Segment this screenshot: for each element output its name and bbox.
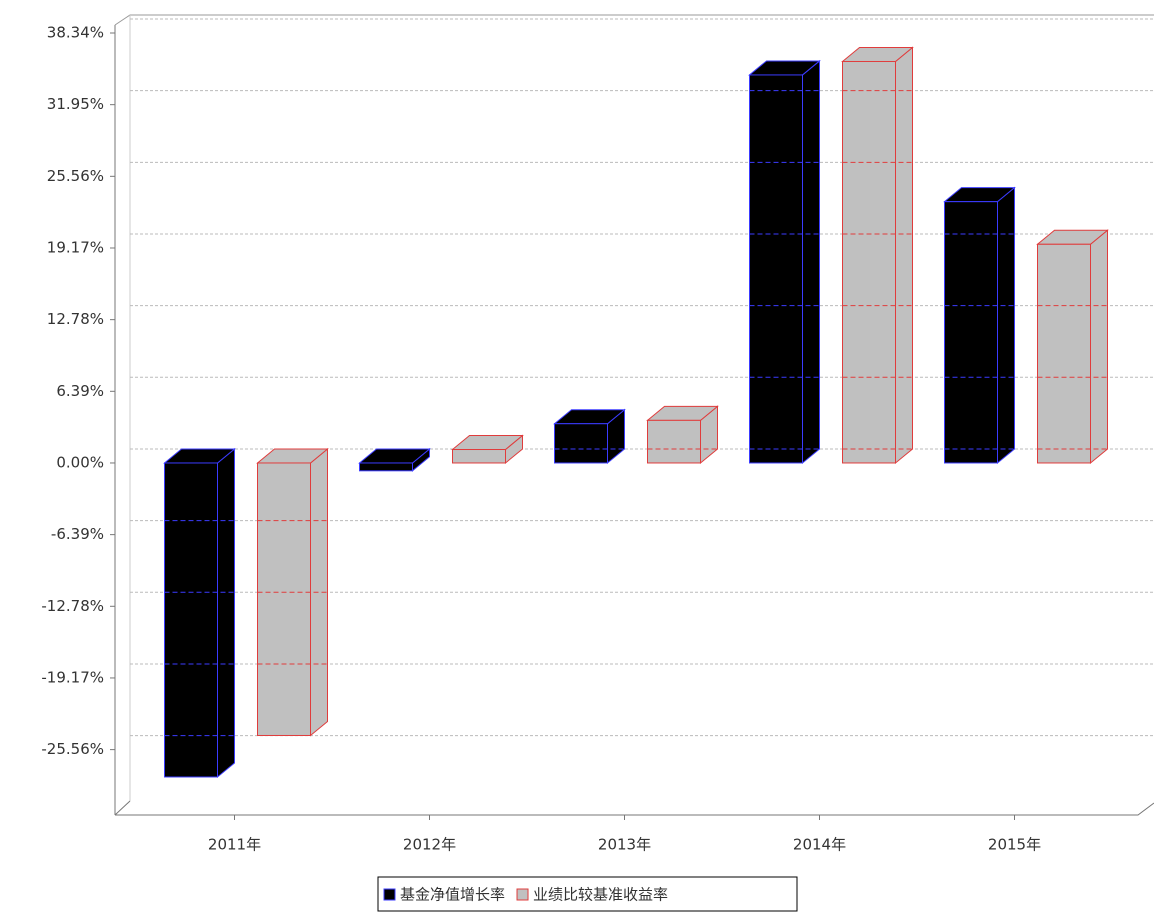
bar-side [802, 59, 820, 465]
bar [257, 462, 311, 736]
x-tick-label: 2014年 [793, 836, 846, 854]
bar [164, 462, 218, 778]
bar-side [997, 186, 1015, 465]
bar-side [217, 447, 235, 779]
legend-label: 基金净值增长率 [400, 886, 505, 904]
y-tick-label: -25.56% [41, 740, 104, 758]
legend-label: 业绩比较基准收益率 [533, 886, 668, 904]
y-tick-label: -12.78% [41, 597, 104, 615]
y-tick-label: 6.39% [56, 382, 104, 400]
bar [647, 419, 701, 464]
axis-corner [114, 800, 131, 816]
x-tick-label: 2012年 [403, 836, 456, 854]
back-wall-edge [114, 14, 1154, 26]
legend-swatch [516, 888, 529, 901]
bar-side [895, 46, 913, 465]
x-tick-label: 2013年 [598, 836, 651, 854]
x-tick-label: 2011年 [208, 836, 261, 854]
legend-swatch [383, 888, 396, 901]
y-tick-label: 25.56% [47, 167, 104, 185]
x-axis [115, 802, 1154, 816]
bar-side [1090, 229, 1108, 465]
bar [452, 449, 506, 464]
bar [1037, 243, 1091, 464]
bar [842, 60, 896, 464]
bar [359, 462, 413, 472]
y-tick-label: 12.78% [47, 310, 104, 328]
y-tick-label: -19.17% [41, 668, 104, 686]
y-tick-label: -6.39% [51, 525, 104, 543]
legend [377, 876, 798, 912]
bar [944, 201, 998, 464]
bar [749, 74, 803, 464]
bar [554, 423, 608, 464]
y-tick-label: 19.17% [47, 238, 104, 256]
y-tick-label: 31.95% [47, 95, 104, 113]
y-tick-label: 38.34% [47, 24, 104, 42]
x-tick-label: 2015年 [988, 836, 1041, 854]
y-tick-label: 0.00% [56, 453, 104, 471]
